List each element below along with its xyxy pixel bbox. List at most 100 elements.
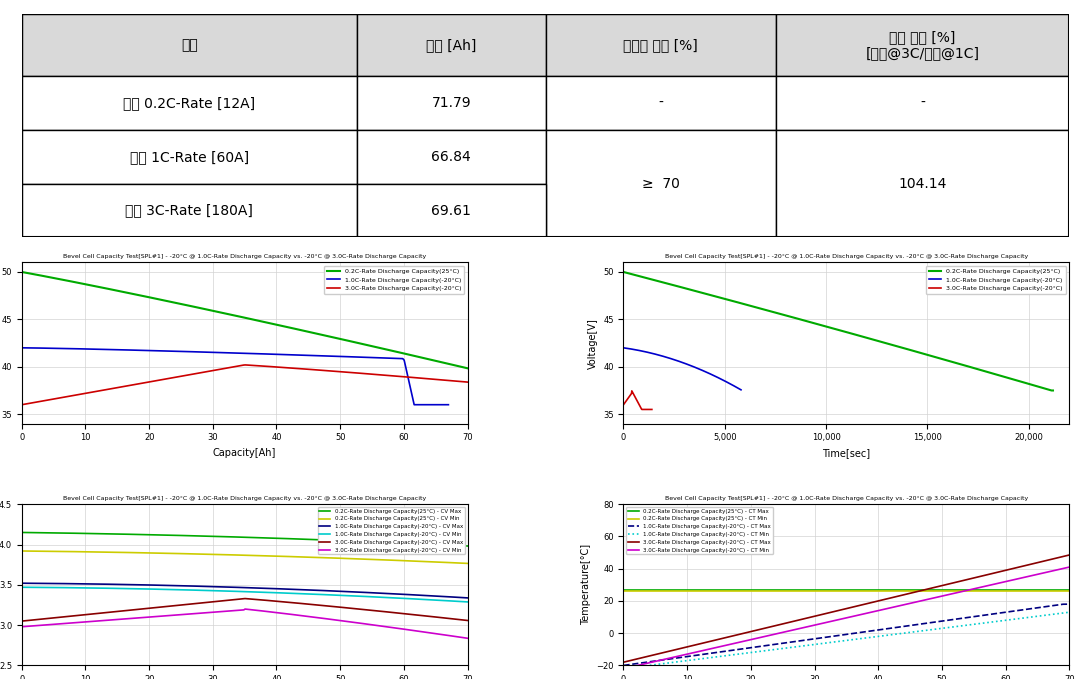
1.0C-Rate Discharge Capacity(-20°C) - CT Min [671,658,684,666]
3.0C-Rate Discharge Capacity(-20°C) - CT Min [671,653,684,661]
0.2C-Rate Discharge Capacity(25°C) - CT Max [796,585,810,593]
Line: 3.0C-Rate Discharge Capacity(-20°C): 3.0C-Rate Discharge Capacity(-20°C) [623,391,651,409]
Text: 상온 0.2C-Rate [12A]: 상온 0.2C-Rate [12A] [123,96,255,110]
3.0C-Rate Discharge Capacity(-20°C) - CT Min [944,590,957,598]
3.0C-Rate Discharge Capacity(-20°C) - CV Min [467,635,480,643]
3.0C-Rate Discharge Capacity(-20°C) - CV Min [15,623,28,631]
Legend: 0.2C-Rate Discharge Capacity(25°C) - CV Max, 0.2C-Rate Discharge Capacity(25°C) : 0.2C-Rate Discharge Capacity(25°C) - CV … [317,507,465,554]
FancyBboxPatch shape [357,130,546,184]
3.0C-Rate Discharge Capacity(-20°C) [632,399,645,407]
1.0C-Rate Discharge Capacity(-20°C) - CT Max [946,616,959,624]
0.2C-Rate Discharge Capacity(25°C) [292,325,305,333]
0.2C-Rate Discharge Capacity(25°C) [1045,386,1058,394]
3.0C-Rate Discharge Capacity(-20°C) [421,375,434,383]
FancyBboxPatch shape [546,14,776,76]
1.0C-Rate Discharge Capacity(-20°C) - CT Min [946,623,959,631]
3.0C-Rate Discharge Capacity(-20°C) [393,372,406,380]
3.0C-Rate Discharge Capacity(-20°C) - CT Min [901,600,914,608]
Line: 0.2C-Rate Discharge Capacity(25°C): 0.2C-Rate Discharge Capacity(25°C) [22,272,473,370]
0.2C-Rate Discharge Capacity(25°C) [15,268,28,276]
3.0C-Rate Discharge Capacity(-20°C) [283,364,296,372]
0.2C-Rate Discharge Capacity(25°C) - CV Max [163,531,176,539]
FancyBboxPatch shape [776,76,1069,130]
3.0C-Rate Discharge Capacity(-20°C) [645,405,658,414]
0.2C-Rate Discharge Capacity(25°C) - CT Max [616,585,630,593]
3.0C-Rate Discharge Capacity(-20°C) - CT Max [764,623,777,631]
1.0C-Rate Discharge Capacity(-20°C) [698,367,711,375]
3.0C-Rate Discharge Capacity(-20°C) - CT Max [616,658,630,666]
1.0C-Rate Discharge Capacity(-20°C) [375,354,388,362]
Text: 정량적 목표 [%]: 정량적 목표 [%] [623,38,698,52]
Line: 1.0C-Rate Discharge Capacity(-20°C) - CT Min: 1.0C-Rate Discharge Capacity(-20°C) - CT… [623,611,1076,669]
Text: 용량 [Ah]: 용량 [Ah] [427,38,477,52]
1.0C-Rate Discharge Capacity(-20°C) [734,386,747,394]
Line: 0.2C-Rate Discharge Capacity(25°C): 0.2C-Rate Discharge Capacity(25°C) [623,272,1053,390]
1.0C-Rate Discharge Capacity(-20°C) [267,350,280,359]
1.0C-Rate Discharge Capacity(-20°C) - CV Max [300,586,313,594]
3.0C-Rate Discharge Capacity(-20°C) [280,364,293,372]
3.0C-Rate Discharge Capacity(-20°C) - CV Max [467,617,480,625]
1.0C-Rate Discharge Capacity(-20°C) [663,354,676,363]
Legend: 0.2C-Rate Discharge Capacity(25°C), 1.0C-Rate Discharge Capacity(-20°C), 3.0C-Ra: 0.2C-Rate Discharge Capacity(25°C), 1.0C… [324,265,465,294]
1.0C-Rate Discharge Capacity(-20°C) [656,352,669,360]
Line: 3.0C-Rate Discharge Capacity(-20°C) - CT Min: 3.0C-Rate Discharge Capacity(-20°C) - CT… [623,566,1076,669]
1.0C-Rate Discharge Capacity(-20°C) - CT Max [944,616,957,624]
0.2C-Rate Discharge Capacity(25°C) - CT Max [946,585,959,593]
1.0C-Rate Discharge Capacity(-20°C) [679,359,692,367]
Y-axis label: Voltage[V]: Voltage[V] [588,318,598,369]
Text: 방전 효율 [%]
[저온@3C/저온@1C]: 방전 효율 [%] [저온@3C/저온@1C] [865,30,980,60]
Line: 3.0C-Rate Discharge Capacity(-20°C) - CT Max: 3.0C-Rate Discharge Capacity(-20°C) - CT… [623,553,1076,662]
3.0C-Rate Discharge Capacity(-20°C) - CT Max [944,580,957,588]
Text: 저온 1C-Rate [60A]: 저온 1C-Rate [60A] [130,150,249,164]
0.2C-Rate Discharge Capacity(25°C) - CV Min [15,547,28,555]
3.0C-Rate Discharge Capacity(-20°C) - CV Min [70,619,83,627]
0.2C-Rate Discharge Capacity(25°C) - CV Max [70,529,83,537]
3.0C-Rate Discharge Capacity(-20°C) - CV Max [301,600,314,608]
0.2C-Rate Discharge Capacity(25°C) - CV Min [70,547,83,555]
0.2C-Rate Discharge Capacity(25°C) [396,349,409,357]
0.2C-Rate Discharge Capacity(25°C) [285,324,298,332]
0.2C-Rate Discharge Capacity(25°C) [979,367,992,375]
0.2C-Rate Discharge Capacity(25°C) - CV Min [341,555,355,563]
FancyBboxPatch shape [357,76,546,130]
0.2C-Rate Discharge Capacity(25°C) - CT Max [1069,585,1082,593]
3.0C-Rate Discharge Capacity(-20°C) - CV Min [194,609,207,617]
0.2C-Rate Discharge Capacity(25°C) - CV Min [194,550,207,558]
Y-axis label: Temperature[°C]: Temperature[°C] [580,545,590,625]
3.0C-Rate Discharge Capacity(-20°C) [15,401,28,409]
0.2C-Rate Discharge Capacity(25°C) [879,340,892,348]
Title: Bevel Cell Capacity Test[SPL#1] - -20°C @ 1.0C-Rate Discharge Capacity vs. -20°C: Bevel Cell Capacity Test[SPL#1] - -20°C … [664,255,1028,259]
Text: 104.14: 104.14 [898,177,947,191]
0.2C-Rate Discharge Capacity(25°C) - CT Max [764,585,777,593]
3.0C-Rate Discharge Capacity(-20°C) - CV Max [194,599,207,607]
Text: 66.84: 66.84 [431,150,471,164]
1.0C-Rate Discharge Capacity(-20°C) - CT Max [1057,600,1070,608]
0.2C-Rate Discharge Capacity(25°C) - CT Min [946,587,959,595]
0.2C-Rate Discharge Capacity(25°C) - CT Min [764,587,777,595]
FancyBboxPatch shape [22,130,357,184]
FancyBboxPatch shape [546,130,776,238]
0.2C-Rate Discharge Capacity(25°C) - CV Max [194,532,207,540]
3.0C-Rate Discharge Capacity(-20°C) [645,405,658,414]
0.2C-Rate Discharge Capacity(25°C) [619,268,632,276]
FancyBboxPatch shape [357,184,546,238]
1.0C-Rate Discharge Capacity(-20°C) - CV Min [163,585,176,593]
3.0C-Rate Discharge Capacity(-20°C) [616,401,630,409]
0.2C-Rate Discharge Capacity(25°C) - CV Max [300,535,313,543]
1.0C-Rate Discharge Capacity(-20°C) - CT Min [1069,607,1082,615]
FancyBboxPatch shape [776,14,1069,76]
1.0C-Rate Discharge Capacity(-20°C) - CV Min [467,598,480,606]
1.0C-Rate Discharge Capacity(-20°C) - CT Min [764,646,777,654]
1.0C-Rate Discharge Capacity(-20°C) - CV Max [467,594,480,602]
Line: 0.2C-Rate Discharge Capacity(25°C) - CV Max: 0.2C-Rate Discharge Capacity(25°C) - CV … [22,532,473,547]
0.2C-Rate Discharge Capacity(25°C) [16,268,29,276]
Text: 69.61: 69.61 [431,204,471,217]
Line: 1.0C-Rate Discharge Capacity(-20°C) - CV Min: 1.0C-Rate Discharge Capacity(-20°C) - CV… [22,587,473,602]
1.0C-Rate Discharge Capacity(-20°C) - CT Max [901,622,914,630]
FancyBboxPatch shape [546,76,776,130]
1.0C-Rate Discharge Capacity(-20°C) - CT Max [796,636,810,644]
1.0C-Rate Discharge Capacity(-20°C) [683,361,696,369]
1.0C-Rate Discharge Capacity(-20°C) - CT Max [764,641,777,649]
3.0C-Rate Discharge Capacity(-20°C) - CV Min [239,605,252,613]
1.0C-Rate Discharge Capacity(-20°C) - CV Max [163,581,176,589]
